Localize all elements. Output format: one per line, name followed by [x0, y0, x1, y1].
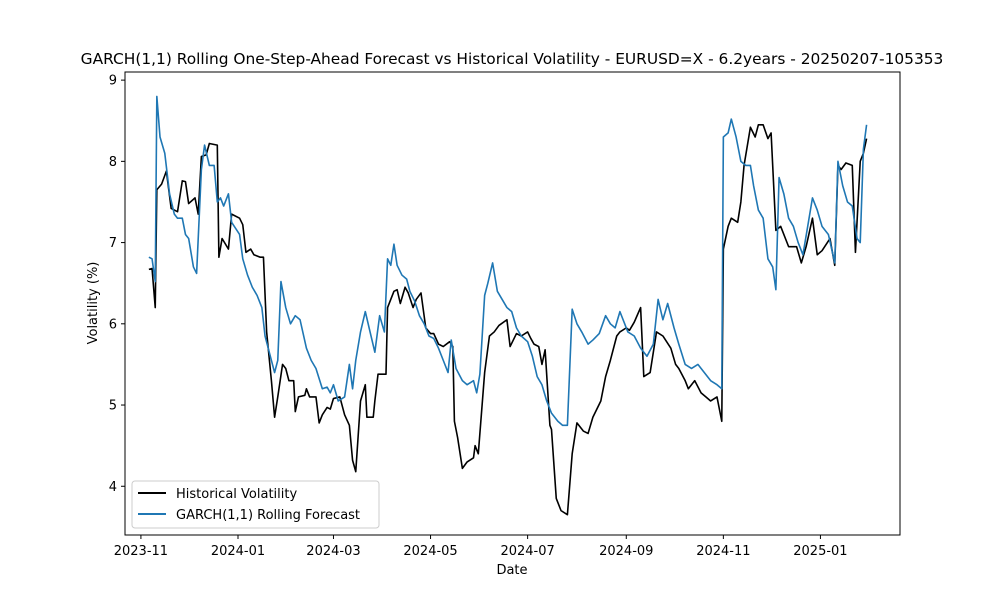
x-tick-label: 2024-11	[696, 544, 750, 559]
x-tick-label: 2024-03	[306, 544, 360, 559]
legend-label-garch: GARCH(1,1) Rolling Forecast	[176, 508, 360, 523]
y-tick-label: 5	[109, 399, 117, 414]
y-tick-label: 8	[109, 155, 117, 170]
legend-label-historical: Historical Volatility	[176, 487, 297, 502]
x-axis-label: Date	[496, 563, 527, 578]
x-tick-label: 2024-01	[211, 544, 265, 559]
chart-title: GARCH(1,1) Rolling One-Step-Ahead Foreca…	[81, 50, 944, 68]
x-tick-label: 2025-01	[793, 544, 847, 559]
y-tick-label: 7	[109, 236, 117, 251]
y-axis-label: Volatility (%)	[86, 262, 101, 345]
y-tick-label: 4	[109, 480, 117, 495]
x-tick-label: 2024-05	[403, 544, 457, 559]
y-tick-label: 9	[109, 74, 117, 89]
x-tick-label: 2023-11	[114, 544, 168, 559]
plot-frame	[124, 71, 901, 536]
x-tick-label: 2024-09	[599, 544, 653, 559]
series-line-1	[148, 95, 868, 427]
series-line-0	[148, 124, 868, 516]
y-tick-label: 6	[109, 317, 117, 332]
x-axis: 2023-11 2024-01 2024-03 2024-05 2024-07 2024-…	[114, 535, 848, 559]
x-tick-label: 2024-07	[500, 544, 554, 559]
legend-box	[131, 480, 380, 529]
legend: Historical Volatility GARCH(1,1) Rolling…	[131, 480, 380, 529]
y-axis: 4 5 6 7 8 9	[109, 74, 125, 495]
series-layer	[148, 95, 868, 516]
